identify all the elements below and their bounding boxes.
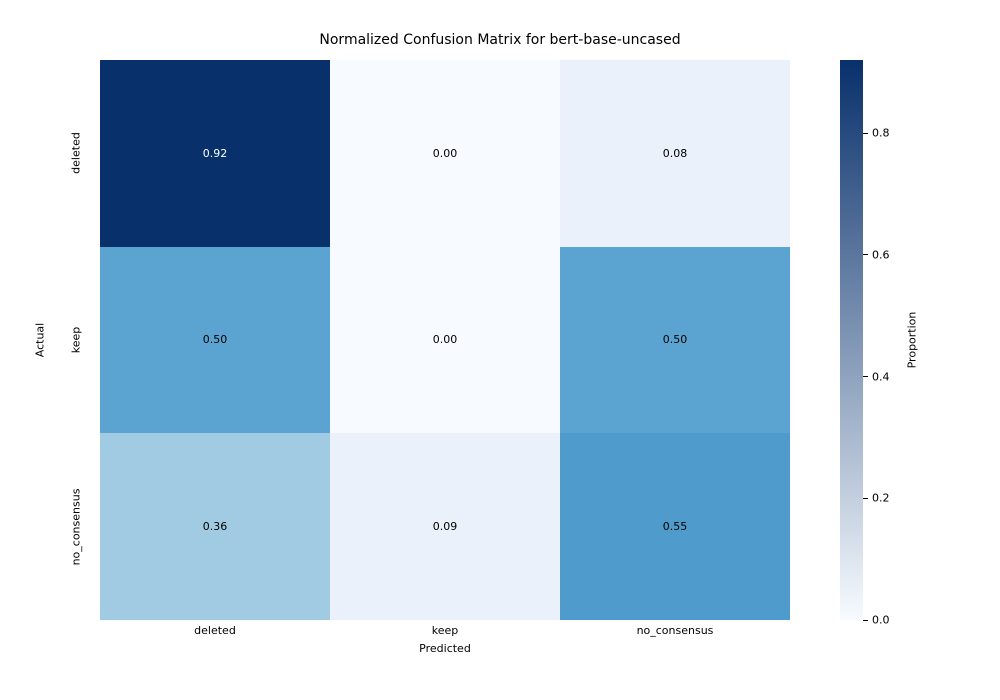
colorbar-tick-label: 0.6 bbox=[872, 248, 890, 261]
confusion-matrix-heatmap: 0.920.000.080.500.000.500.360.090.55 bbox=[100, 60, 790, 620]
colorbar-label: Proportion bbox=[906, 312, 919, 369]
colorbar-tick bbox=[863, 620, 868, 621]
colorbar-tick-label: 0.2 bbox=[872, 492, 890, 505]
colorbar-tick bbox=[863, 498, 868, 499]
chart-title: Normalized Confusion Matrix for bert-bas… bbox=[0, 32, 1000, 48]
heatmap-cell: 0.55 bbox=[560, 433, 790, 620]
colorbar-tick bbox=[863, 133, 868, 134]
y-tick-label: no_consensus bbox=[70, 488, 83, 565]
colorbar-tick bbox=[863, 254, 868, 255]
y-tick-label: keep bbox=[70, 327, 83, 354]
heatmap-cell: 0.00 bbox=[330, 60, 560, 247]
heatmap-cell: 0.09 bbox=[330, 433, 560, 620]
heatmap-cell: 0.92 bbox=[100, 60, 330, 247]
heatmap-cell: 0.00 bbox=[330, 247, 560, 434]
figure: Normalized Confusion Matrix for bert-bas… bbox=[0, 0, 1000, 700]
y-axis-label: Actual bbox=[34, 323, 47, 357]
heatmap-cell: 0.50 bbox=[560, 247, 790, 434]
x-tick-label: no_consensus bbox=[560, 624, 790, 637]
x-tick-label: deleted bbox=[100, 624, 330, 637]
colorbar-tick bbox=[863, 376, 868, 377]
colorbar-tick-label: 0.4 bbox=[872, 370, 890, 383]
x-axis-label: Predicted bbox=[100, 642, 790, 655]
heatmap-cell: 0.50 bbox=[100, 247, 330, 434]
colorbar-tick-label: 0.8 bbox=[872, 127, 890, 140]
colorbar-tick-label: 0.0 bbox=[872, 614, 890, 627]
colorbar bbox=[840, 60, 863, 620]
heatmap-cell: 0.36 bbox=[100, 433, 330, 620]
x-tick-label: keep bbox=[330, 624, 560, 637]
colorbar-gradient bbox=[840, 60, 863, 620]
heatmap-cell: 0.08 bbox=[560, 60, 790, 247]
y-tick-label: deleted bbox=[70, 133, 83, 175]
